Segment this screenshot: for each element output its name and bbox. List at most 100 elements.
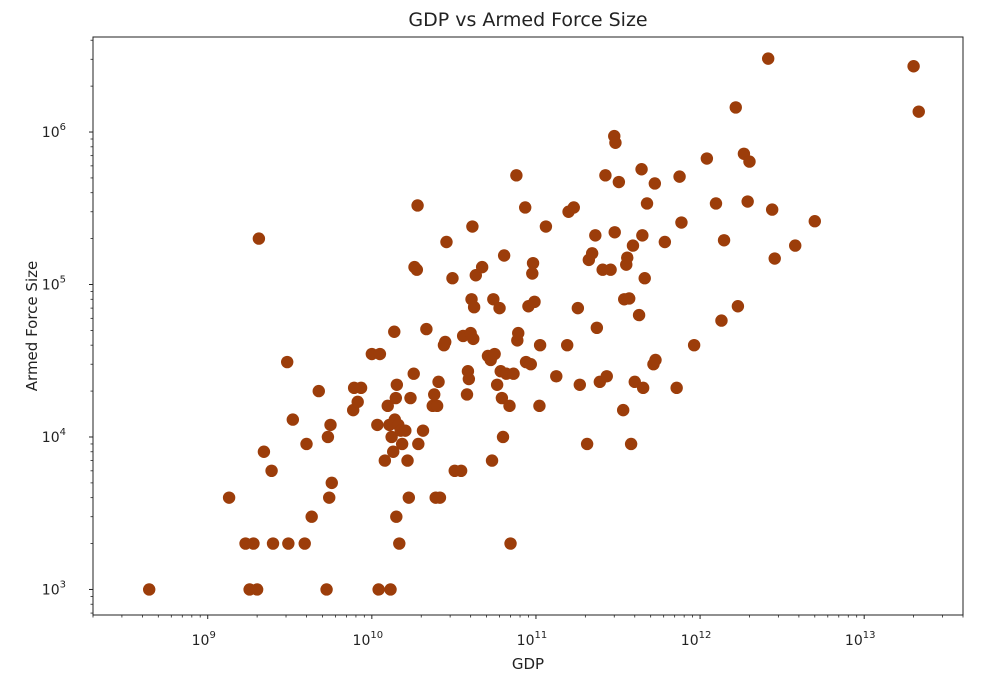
data-point (351, 395, 364, 409)
data-point (621, 251, 634, 264)
data-point (467, 300, 481, 314)
data-point (430, 399, 444, 413)
data-point (257, 445, 271, 458)
data-point (222, 491, 236, 504)
data-point (440, 235, 453, 249)
data-point (496, 430, 510, 444)
data-point (388, 325, 401, 338)
data-point (475, 260, 489, 274)
data-point (600, 370, 613, 383)
data-point (638, 272, 651, 285)
data-point (462, 372, 476, 386)
data-point (560, 338, 574, 352)
data-point (700, 152, 714, 165)
x-tick-label: 1010 (353, 630, 384, 649)
data-point (395, 437, 409, 451)
data-point (590, 321, 604, 335)
data-point (393, 537, 406, 550)
data-point (372, 583, 385, 596)
data-point (789, 239, 802, 252)
data-point (640, 197, 654, 210)
data-point (571, 301, 585, 315)
data-point (399, 424, 412, 437)
data-point (373, 347, 387, 361)
data-point (446, 272, 459, 285)
data-point (266, 537, 280, 550)
data-point (401, 454, 414, 467)
data-point (460, 388, 474, 401)
data-point (533, 399, 546, 413)
data-point (411, 199, 424, 212)
data-point (608, 226, 621, 239)
data-point (743, 155, 756, 168)
data-point (387, 445, 400, 458)
data-point (648, 177, 662, 190)
data-point (250, 583, 264, 596)
data-point (741, 195, 754, 208)
y-tick-label: 105 (42, 275, 66, 294)
data-point (487, 293, 500, 306)
data-point (404, 391, 417, 405)
data-point (323, 491, 336, 504)
data-point (493, 301, 506, 315)
data-point (504, 537, 517, 550)
data-point (632, 308, 646, 322)
data-point (412, 437, 425, 451)
points-layer (143, 52, 925, 596)
data-point (407, 367, 420, 380)
data-point (526, 267, 539, 280)
data-point (503, 399, 516, 413)
data-point (912, 105, 925, 118)
data-point (580, 437, 594, 451)
data-point (354, 381, 368, 395)
data-point (729, 101, 742, 114)
y-tick-label: 103 (42, 579, 66, 598)
data-point (510, 169, 523, 182)
data-point (717, 234, 731, 247)
data-point (497, 249, 511, 262)
data-point (485, 454, 499, 467)
data-point (467, 332, 480, 346)
data-point (624, 437, 638, 451)
data-point (761, 52, 775, 65)
data-point (599, 169, 612, 182)
data-point (454, 464, 468, 478)
data-point (512, 326, 525, 340)
data-point (658, 235, 672, 249)
data-point (519, 201, 532, 214)
data-point (550, 370, 563, 383)
data-point (768, 252, 781, 265)
data-point (731, 300, 745, 313)
data-point (808, 215, 821, 228)
data-point (410, 263, 424, 276)
plot-frame (92, 36, 964, 616)
data-point (539, 220, 553, 233)
data-point (378, 454, 392, 467)
data-point (687, 338, 701, 352)
data-point (420, 322, 433, 336)
data-point (416, 424, 430, 437)
data-point (389, 391, 403, 405)
ticks-layer: 109 1010 1011 1012 1013 103 104 105 106 (42, 39, 964, 649)
data-point (589, 229, 602, 242)
data-point (626, 239, 640, 252)
data-point (524, 358, 537, 371)
data-point (533, 338, 547, 352)
x-tick-label: 1012 (681, 630, 712, 649)
data-point (604, 263, 617, 276)
data-point (636, 229, 649, 242)
data-point (673, 170, 686, 183)
data-point (765, 203, 779, 216)
data-point (466, 220, 479, 233)
x-tick-label: 109 (192, 630, 216, 649)
data-point (573, 378, 586, 391)
data-point (567, 201, 580, 214)
data-point (616, 403, 630, 417)
data-point (709, 197, 723, 210)
data-point (324, 418, 337, 432)
data-point (670, 381, 683, 395)
data-point (385, 430, 398, 444)
data-point (433, 491, 447, 504)
y-tick-label: 106 (42, 122, 66, 141)
